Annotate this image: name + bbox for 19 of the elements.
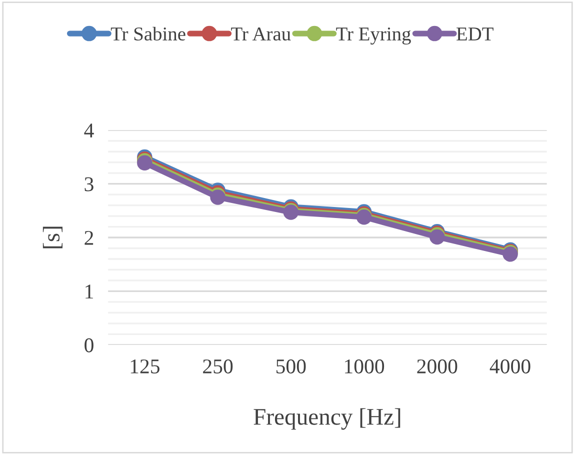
y-axis-title: [s] [42, 226, 62, 248]
point [430, 229, 445, 245]
y-tick-label: 0 [84, 338, 94, 352]
x-tick-label: 125 [130, 359, 160, 374]
y-tick-label: 4 [84, 124, 94, 138]
legend-label: EDT [456, 28, 494, 40]
y-tick-label: 2 [84, 230, 94, 245]
x-tick-label: 2000 [417, 359, 458, 374]
x-tick-label: 500 [276, 359, 306, 374]
legend-label: Tr Eyring [336, 27, 411, 45]
y-tick-label: 3 [84, 177, 94, 192]
x-tick-label: 4000 [490, 359, 530, 374]
y-tick-label: 1 [86, 284, 93, 298]
x-tick-label: 1000 [345, 359, 384, 374]
x-axis-title: Frequency [Hz] [254, 408, 400, 430]
x-tick-label: 250 [203, 359, 233, 374]
legend-label: Tr Arau [231, 28, 291, 41]
point [137, 155, 152, 171]
legend-label: Tr Sabine [110, 26, 186, 41]
